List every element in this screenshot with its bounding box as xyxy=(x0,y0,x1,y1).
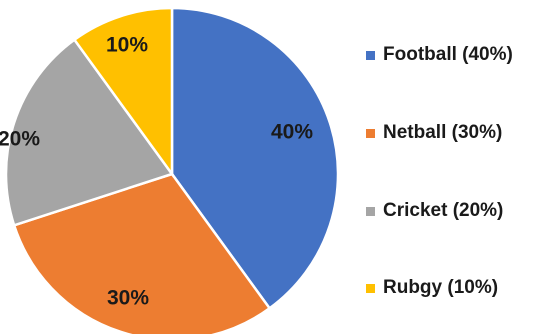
pie-slice-netball xyxy=(12,172,272,334)
legend-item-football: Football (40%) xyxy=(366,44,513,66)
slice-label-rubgy: 10% xyxy=(106,34,148,57)
legend-swatch xyxy=(366,128,375,138)
legend-item-netball: Netball (30%) xyxy=(366,122,502,144)
slice-label-netball: 30% xyxy=(107,287,149,310)
legend-swatch xyxy=(366,283,375,293)
legend-swatch xyxy=(366,206,375,216)
pie-slice-football xyxy=(170,6,340,311)
legend-label: Netball (30%) xyxy=(383,122,503,143)
slice-label-cricket: 20% xyxy=(0,128,40,151)
slice-label-football: 40% xyxy=(271,121,313,144)
legend-item-rubgy: Rubgy (10%) xyxy=(366,277,498,299)
legend-label: Rubgy (10%) xyxy=(383,277,499,298)
legend-item-cricket: Cricket (20%) xyxy=(366,200,503,222)
pie-slice-rubgy xyxy=(72,6,174,178)
legend-label: Football (40%) xyxy=(383,44,513,65)
legend-label: Cricket (20%) xyxy=(383,200,504,221)
legend-swatch xyxy=(366,50,375,60)
pie-slice-cricket xyxy=(4,37,175,227)
